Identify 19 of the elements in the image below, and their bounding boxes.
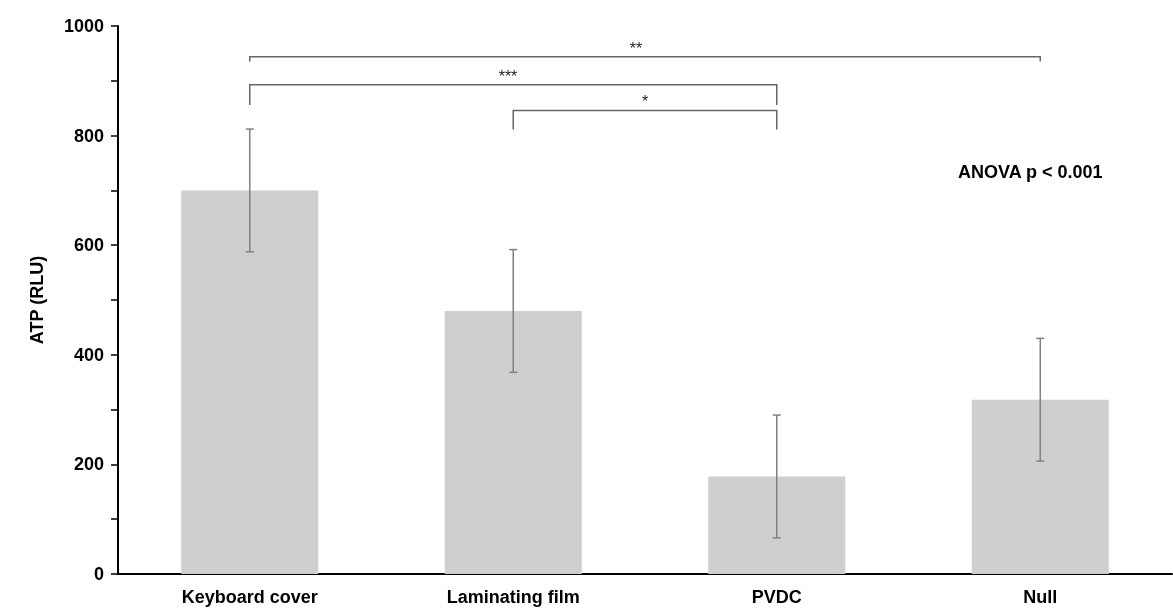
x-tick-label: PVDC	[751, 587, 802, 607]
y-axis-title: ATP (RLU)	[27, 255, 47, 345]
bar	[444, 310, 582, 574]
annotation: **	[629, 39, 643, 57]
y-tick-label: 600	[73, 235, 104, 256]
bar	[971, 399, 1109, 574]
bar	[181, 190, 319, 574]
x-tick-label: Null	[1023, 587, 1058, 607]
annotation: ***	[498, 67, 518, 85]
y-tick-label: 800	[73, 125, 104, 146]
y-tick-label: 1000	[63, 16, 104, 36]
annotation: *	[641, 93, 649, 111]
x-tick-label: Laminating film	[446, 587, 580, 607]
y-tick-label: 400	[73, 344, 104, 365]
y-tick-label: 0	[93, 564, 104, 584]
bar	[708, 476, 846, 574]
y-tick-label: 200	[73, 454, 104, 475]
x-tick-label: Keyboard cover	[181, 587, 318, 607]
annotation: ANOVA p < 0.001	[957, 162, 1103, 182]
